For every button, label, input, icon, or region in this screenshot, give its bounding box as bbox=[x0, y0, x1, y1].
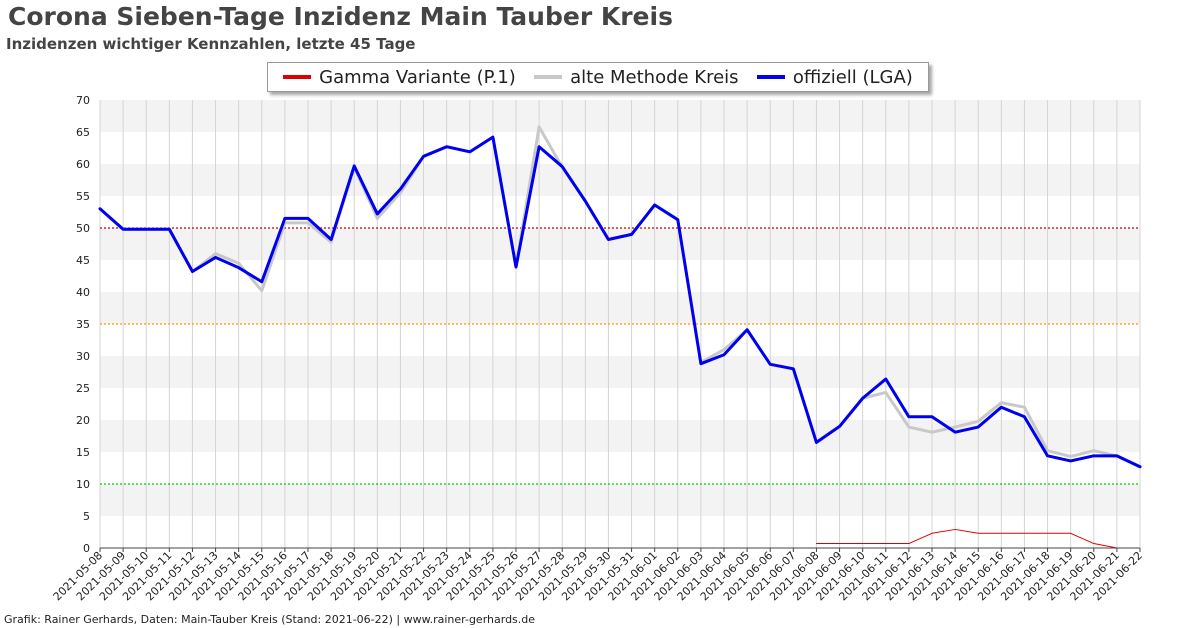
legend-swatch bbox=[756, 75, 785, 79]
band bbox=[100, 324, 1140, 356]
y-tick-label: 15 bbox=[76, 446, 90, 459]
y-tick-label: 50 bbox=[76, 222, 90, 235]
y-tick-label: 20 bbox=[76, 414, 90, 427]
legend-item-2: alte Methode Kreis bbox=[534, 66, 739, 88]
legend-label: offiziell (LGA) bbox=[792, 66, 913, 88]
axes bbox=[99, 547, 1141, 552]
legend-swatch bbox=[283, 75, 312, 79]
y-tick-label: 10 bbox=[76, 478, 90, 491]
band bbox=[100, 420, 1140, 452]
series-lines bbox=[98, 125, 1142, 549]
legend-item-3: offiziell (LGA) bbox=[756, 66, 913, 88]
legend-label: alte Methode Kreis bbox=[570, 66, 739, 88]
band bbox=[100, 484, 1140, 516]
series-line-3 bbox=[98, 135, 1142, 469]
band bbox=[100, 100, 1140, 132]
band bbox=[100, 388, 1140, 420]
band bbox=[100, 516, 1140, 548]
band bbox=[100, 132, 1140, 164]
band bbox=[100, 164, 1140, 196]
band bbox=[100, 292, 1140, 324]
y-tick-label: 40 bbox=[76, 286, 90, 299]
band bbox=[100, 228, 1140, 260]
y-tick-label: 0 bbox=[83, 542, 90, 555]
x-tick-labels: 2021-05-082021-05-092021-05-102021-05-11… bbox=[51, 549, 1145, 603]
chart-title: Corona Sieben-Tage Inzidenz Main Tauber … bbox=[8, 2, 673, 31]
legend-label: Gamma Variante (P.1) bbox=[319, 66, 516, 88]
y-tick-label: 60 bbox=[76, 158, 90, 171]
chart-legend: Gamma Variante (P.1) alte Methode Kreis of… bbox=[267, 62, 929, 92]
y-tick-label: 55 bbox=[76, 190, 90, 203]
y-tick-label: 25 bbox=[76, 382, 90, 395]
y-tick-label: 65 bbox=[76, 126, 90, 139]
y-tick-label: 5 bbox=[83, 510, 90, 523]
y-tick-label: 30 bbox=[76, 350, 90, 363]
band bbox=[100, 196, 1140, 228]
legend-swatch bbox=[534, 75, 563, 79]
chart-subtitle: Inzidenzen wichtiger Kennzahlen, letzte … bbox=[6, 35, 416, 53]
y-tick-label: 70 bbox=[76, 94, 90, 107]
plot-background-bands bbox=[100, 100, 1140, 548]
series-line-1 bbox=[815, 528, 1118, 549]
footer-credit: Grafik: Rainer Gerhards, Daten: Main-Tau… bbox=[4, 613, 536, 626]
legend-item-1: Gamma Variante (P.1) bbox=[283, 67, 516, 88]
band bbox=[100, 260, 1140, 292]
band bbox=[100, 356, 1140, 388]
y-tick-label: 45 bbox=[76, 254, 90, 267]
y-tick-label: 35 bbox=[76, 318, 90, 331]
y-tick-labels: 0 5 10 15 20 25 30 35 40 45 50 55 60 65 70 bbox=[76, 94, 90, 555]
reference-lines bbox=[100, 227, 1140, 485]
band bbox=[100, 452, 1140, 484]
